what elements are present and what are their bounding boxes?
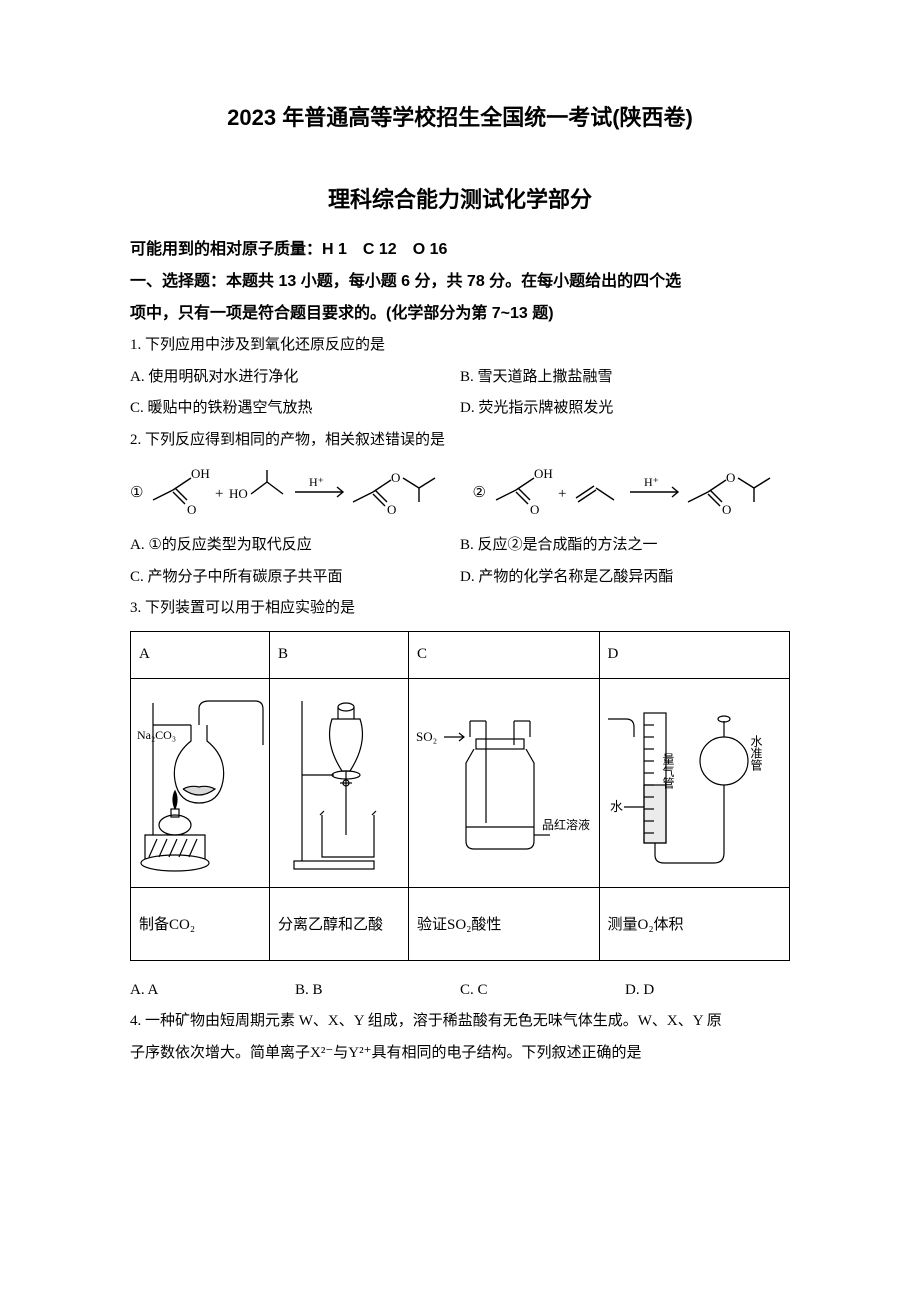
svg-text:Na₂CO₃: Na₂CO₃	[137, 728, 176, 742]
q3-table: A B C D	[130, 631, 790, 961]
svg-text:O: O	[391, 470, 400, 485]
svg-text:O: O	[387, 502, 396, 517]
q1-stem: 1. 下列应用中涉及到氧化还原反应的是	[130, 330, 790, 362]
q4-line1: 4. 一种矿物由短周期元素 W、X、Y 组成，溶于稀盐酸有无色无味气体生成。W、…	[130, 1006, 790, 1038]
q2-option-c: C. 产物分子中所有碳原子共平面	[130, 562, 460, 594]
exam-subtitle: 理科综合能力测试化学部分	[130, 182, 790, 214]
section-instruction-line2: 项中，只有一项是符合题目要求的。(化学部分为第 7~13 题)	[130, 298, 790, 330]
exam-title: 2023 年普通高等学校招生全国统一考试(陕西卷)	[130, 100, 790, 132]
q2-stem: 2. 下列反应得到相同的产物，相关叙述错误的是	[130, 425, 790, 457]
q2-reaction-2: OH O + H⁺ O	[490, 464, 790, 520]
svg-text:O: O	[722, 502, 731, 517]
q3-option-b: B. B	[295, 975, 460, 1007]
q3-table-head-d: D	[599, 631, 790, 678]
svg-text:OH: OH	[191, 466, 210, 481]
svg-text:OH: OH	[534, 466, 553, 481]
svg-text:+: +	[558, 486, 566, 502]
svg-text:量气管: 量气管	[661, 753, 675, 790]
q1-option-d: D. 荧光指示牌被照发光	[460, 393, 790, 425]
q3-table-head-a: A	[131, 631, 270, 678]
svg-text:O: O	[530, 502, 539, 517]
q3-stem: 3. 下列装置可以用于相应实验的是	[130, 593, 790, 625]
q3-table-head-b: B	[270, 631, 409, 678]
svg-text:SO₂: SO₂	[416, 729, 437, 744]
q3-desc-b: 分离乙醇和乙酸	[270, 887, 409, 960]
svg-text:H⁺: H⁺	[309, 475, 324, 489]
svg-text:O: O	[726, 470, 735, 485]
atomic-mass-line: 可能用到的相对原子质量：H 1 C 12 O 16	[130, 234, 790, 266]
q4-line2: 子序数依次增大。简单离子X²⁻与Y²⁺具有相同的电子结构。下列叙述正确的是	[130, 1038, 790, 1070]
q2-option-d: D. 产物的化学名称是乙酸异丙酯	[460, 562, 790, 594]
q3-option-a: A. A	[130, 975, 295, 1007]
q2-option-a: A. ①的反应类型为取代反应	[130, 530, 460, 562]
svg-text:O: O	[187, 502, 196, 517]
q1-option-c: C. 暖贴中的铁粉遇空气放热	[130, 393, 460, 425]
q2-option-b: B. 反应②是合成酯的方法之一	[460, 530, 790, 562]
section-instruction-line1: 一、选择题：本题共 13 小题，每小题 6 分，共 78 分。在每小题给出的四个…	[130, 266, 790, 298]
q1-option-a: A. 使用明矾对水进行净化	[130, 362, 460, 394]
q3-apparatus-d: 水 量气管 水准管	[599, 678, 790, 887]
svg-text:水: 水	[610, 799, 623, 814]
svg-text:品红溶液: 品红溶液	[542, 817, 590, 832]
q1-option-b: B. 雪天道路上撒盐融雪	[460, 362, 790, 394]
svg-text:HO: HO	[229, 486, 248, 501]
svg-text:水准管: 水准管	[749, 735, 763, 772]
q3-table-head-c: C	[409, 631, 600, 678]
q2-reactions: ① OH O + HO	[130, 464, 790, 520]
q2-circ1: ①	[130, 483, 143, 502]
q3-option-d: D. D	[625, 975, 790, 1007]
q2-reaction-1: OH O + HO H⁺	[147, 464, 447, 520]
q2-circ2: ②	[473, 483, 486, 502]
q3-desc-d: 测量O₂体积	[599, 887, 790, 960]
q3-apparatus-b	[270, 678, 409, 887]
q3-desc-a: 制备CO₂	[131, 887, 270, 960]
q3-option-c: C. C	[460, 975, 625, 1007]
q3-apparatus-a: Na₂CO₃	[131, 678, 270, 887]
svg-text:H⁺: H⁺	[644, 475, 659, 489]
q3-apparatus-c: SO₂	[409, 678, 600, 887]
q3-desc-c: 验证SO₂酸性	[409, 887, 600, 960]
svg-text:+: +	[215, 486, 223, 502]
